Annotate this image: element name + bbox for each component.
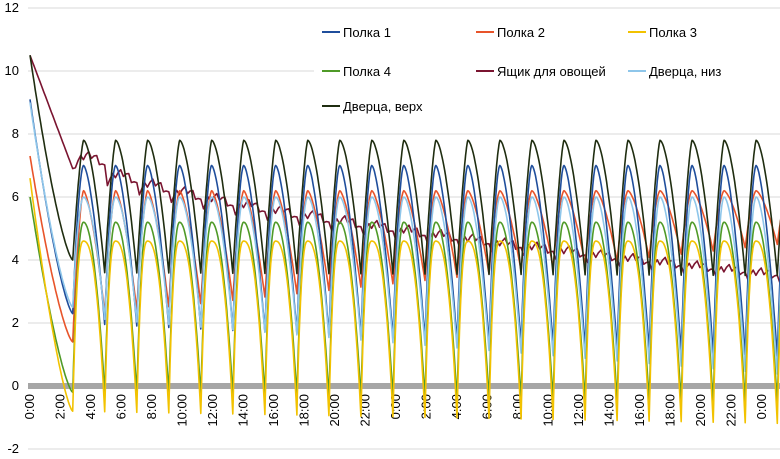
x-tick-label: 0:00: [754, 394, 769, 419]
x-tick-label: 18:00: [663, 394, 678, 427]
series-line-polka3: [29, 177, 780, 425]
x-tick-label: 14:00: [602, 394, 617, 427]
legend-label: Полка 2: [497, 25, 545, 40]
y-tick-label: -2: [7, 441, 19, 456]
x-tick-label: 20:00: [327, 394, 342, 427]
series-lines: [29, 55, 780, 425]
x-tick-label: 6:00: [114, 394, 129, 419]
legend-label: Ящик для овощей: [497, 64, 606, 79]
x-tick-label: 20:00: [693, 394, 708, 427]
x-tick-label: 16:00: [632, 394, 647, 427]
legend-background: [314, 16, 780, 126]
legend: Полка 1 Полка 2 Полка 3 Полка 4 Ящик для ово…: [314, 16, 780, 126]
x-tick-label: 18:00: [297, 394, 312, 427]
x-tick-label: 4:00: [83, 394, 98, 419]
x-tick-label: 22:00: [724, 394, 739, 427]
y-tick-label: 8: [12, 126, 19, 141]
y-tick-label: 12: [5, 0, 19, 15]
y-tick-label: 4: [12, 252, 19, 267]
series-line-door_top: [29, 55, 780, 277]
x-axis-ticks: 0:00 2:00 4:00 6:00 8:00 10:00 12:00 14:00 16:00…: [22, 394, 769, 427]
zero-axis-band: [28, 383, 780, 389]
x-tick-label: 12:00: [205, 394, 220, 427]
legend-label: Дверца, верх: [343, 99, 423, 114]
x-tick-label: 8:00: [144, 394, 159, 419]
x-tick-label: 10:00: [175, 394, 190, 427]
x-tick-label: 2:00: [53, 394, 68, 419]
legend-label: Полка 3: [649, 25, 697, 40]
y-tick-label: 10: [5, 63, 19, 78]
legend-label: Полка 4: [343, 64, 391, 79]
x-tick-label: 0:00: [388, 394, 403, 419]
series-line-door_low: [29, 102, 780, 375]
x-tick-label: 12:00: [571, 394, 586, 427]
y-tick-label: 6: [12, 189, 19, 204]
x-tick-label: 14:00: [236, 394, 251, 427]
zero-line: [28, 383, 780, 389]
y-axis-ticks: -2 0 2 4 6 8 10 12: [5, 0, 19, 456]
x-tick-label: 6:00: [480, 394, 495, 419]
legend-label: Полка 1: [343, 25, 391, 40]
y-tick-label: 2: [12, 315, 19, 330]
x-tick-label: 0:00: [22, 394, 37, 419]
x-tick-label: 8:00: [510, 394, 525, 419]
y-tick-label: 0: [12, 378, 19, 393]
legend-label: Дверца, низ: [649, 64, 721, 79]
x-tick-label: 16:00: [266, 394, 281, 427]
